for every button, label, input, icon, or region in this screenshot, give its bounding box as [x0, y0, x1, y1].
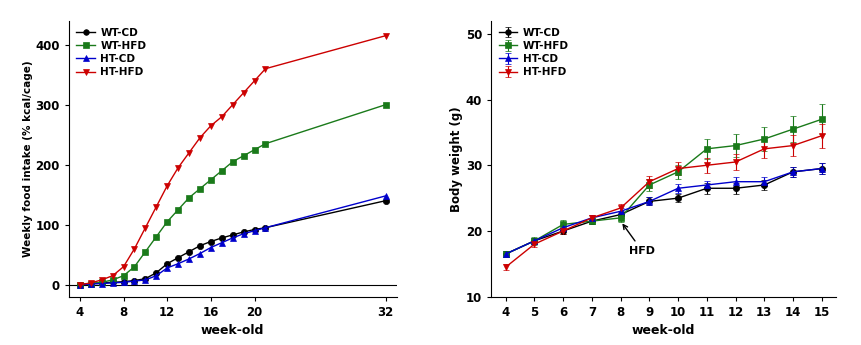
HT-CD	[108, 281, 118, 285]
HT-HFD	[260, 67, 270, 71]
WT-HFD	[108, 278, 118, 282]
Line: HT-CD: HT-CD	[77, 193, 388, 288]
HT-HFD	[151, 205, 161, 209]
WT-HFD	[162, 220, 172, 224]
WT-CD	[206, 239, 216, 244]
Line: HT-HFD: HT-HFD	[77, 32, 388, 288]
WT-HFD	[183, 196, 194, 200]
WT-CD	[108, 280, 118, 284]
WT-HFD	[85, 282, 96, 286]
HT-CD	[129, 279, 139, 283]
Legend: WT-CD, WT-HFD, HT-CD, HT-HFD: WT-CD, WT-HFD, HT-CD, HT-HFD	[496, 26, 570, 79]
HT-CD	[195, 252, 205, 256]
HT-CD	[96, 282, 107, 286]
WT-HFD	[151, 235, 161, 239]
HT-HFD	[118, 265, 128, 269]
HT-CD	[238, 231, 249, 236]
WT-CD	[195, 244, 205, 248]
HT-CD	[162, 266, 172, 270]
HT-HFD	[162, 184, 172, 188]
HT-CD	[85, 282, 96, 286]
HT-CD	[151, 274, 161, 278]
X-axis label: week-old: week-old	[201, 324, 264, 337]
WT-HFD	[75, 283, 85, 287]
Text: HFD: HFD	[623, 225, 654, 256]
WT-HFD	[129, 265, 139, 269]
HT-HFD	[380, 33, 390, 38]
HT-CD	[260, 226, 270, 230]
WT-HFD	[118, 274, 128, 278]
X-axis label: week-old: week-old	[631, 324, 695, 337]
WT-CD	[140, 277, 151, 281]
WT-CD	[183, 250, 194, 254]
HT-HFD	[249, 79, 259, 83]
WT-CD	[75, 283, 85, 287]
Y-axis label: Weekly food intake (% kcal/cage): Weekly food intake (% kcal/cage)	[22, 60, 33, 257]
WT-CD	[162, 262, 172, 266]
HT-HFD	[140, 226, 151, 230]
WT-CD	[118, 280, 128, 284]
HT-CD	[75, 283, 85, 287]
WT-CD	[85, 282, 96, 286]
HT-CD	[206, 245, 216, 249]
WT-HFD	[96, 280, 107, 284]
WT-HFD	[260, 142, 270, 146]
WT-HFD	[173, 208, 183, 212]
WT-CD	[216, 236, 226, 240]
HT-CD	[227, 236, 238, 240]
WT-CD	[96, 281, 107, 285]
HT-CD	[173, 262, 183, 266]
WT-CD	[173, 256, 183, 260]
HT-CD	[140, 278, 151, 282]
HT-HFD	[75, 283, 85, 287]
WT-HFD	[216, 169, 226, 173]
HT-CD	[380, 194, 390, 198]
WT-HFD	[140, 250, 151, 254]
WT-HFD	[238, 154, 249, 158]
WT-HFD	[227, 160, 238, 164]
HT-HFD	[195, 136, 205, 140]
HT-HFD	[129, 247, 139, 251]
WT-HFD	[249, 148, 259, 152]
HT-CD	[118, 280, 128, 284]
HT-HFD	[85, 281, 96, 285]
WT-CD	[380, 199, 390, 203]
HT-HFD	[108, 274, 118, 278]
WT-HFD	[195, 187, 205, 191]
Line: WT-CD: WT-CD	[77, 198, 388, 288]
WT-CD	[151, 270, 161, 275]
HT-CD	[216, 240, 226, 245]
HT-HFD	[183, 151, 194, 155]
HT-CD	[183, 257, 194, 261]
Line: WT-HFD: WT-HFD	[77, 101, 388, 288]
WT-CD	[249, 227, 259, 231]
WT-CD	[260, 226, 270, 230]
Legend: WT-CD, WT-HFD, HT-CD, HT-HFD: WT-CD, WT-HFD, HT-CD, HT-HFD	[74, 26, 148, 79]
HT-HFD	[227, 102, 238, 107]
HT-HFD	[206, 124, 216, 128]
HT-HFD	[238, 91, 249, 95]
WT-CD	[227, 233, 238, 237]
HT-HFD	[173, 166, 183, 170]
WT-CD	[238, 230, 249, 234]
HT-HFD	[96, 278, 107, 282]
WT-HFD	[206, 178, 216, 182]
WT-HFD	[380, 102, 390, 107]
Y-axis label: Body weight (g): Body weight (g)	[449, 106, 462, 211]
HT-CD	[249, 229, 259, 233]
HT-HFD	[216, 115, 226, 119]
WT-CD	[129, 278, 139, 283]
